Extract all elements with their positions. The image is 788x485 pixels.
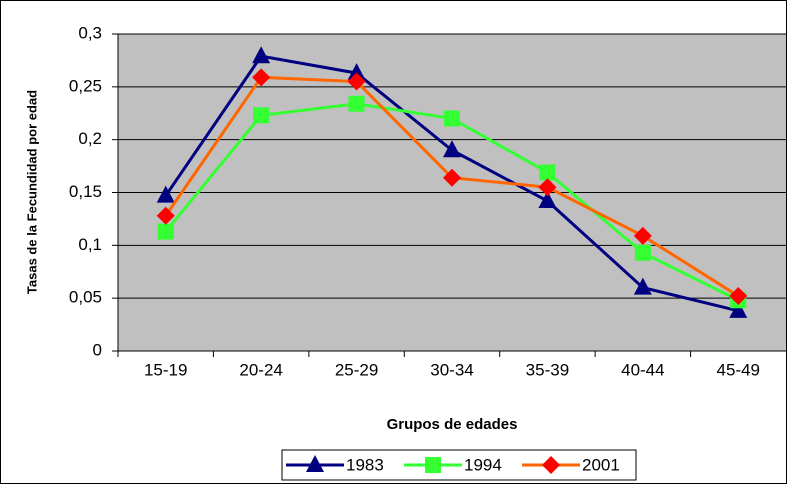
y-tick-label: 0,1: [78, 235, 102, 254]
marker: [542, 456, 560, 474]
x-tick-label: 30-34: [430, 360, 473, 379]
marker: [252, 46, 271, 64]
y-tick-label: 0,15: [69, 182, 102, 201]
y-tick-label: 0,25: [69, 76, 102, 95]
marker: [443, 168, 461, 187]
marker: [444, 110, 460, 127]
x-axis-title: Grupos de edades: [387, 416, 518, 433]
marker: [157, 223, 174, 240]
marker: [634, 244, 651, 261]
marker: [252, 68, 271, 87]
legend-label: 1983: [346, 455, 384, 474]
marker: [633, 277, 652, 295]
y-tick-label: 0,3: [78, 23, 102, 42]
marker: [729, 287, 748, 306]
x-tick-label: 40-44: [621, 360, 664, 379]
y-tick-label: 0: [93, 340, 102, 359]
y-tick-label: 0,2: [78, 129, 102, 148]
x-tick-label: 15-19: [144, 360, 187, 379]
y-tick-label: 0,05: [69, 288, 102, 307]
marker: [253, 107, 270, 124]
marker: [306, 455, 324, 472]
marker: [156, 206, 175, 225]
marker: [347, 72, 366, 91]
x-tick-label: 25-29: [335, 360, 378, 379]
y-axis-title: Tasas de la Fecundidad por edad: [24, 90, 39, 294]
marker: [729, 300, 748, 318]
x-tick-label: 20-24: [239, 360, 282, 379]
x-tick-label: 35-39: [526, 360, 569, 379]
marker: [347, 63, 366, 81]
marker: [538, 190, 557, 208]
marker: [539, 164, 556, 181]
marker: [538, 178, 557, 197]
legend-label: 2001: [582, 455, 620, 474]
legend-label: 1994: [464, 455, 502, 474]
marker: [348, 95, 365, 112]
marker: [633, 226, 652, 245]
marker: [156, 185, 175, 203]
marker: [425, 457, 441, 473]
marker: [443, 140, 461, 158]
x-tick-label: 45-49: [717, 360, 760, 379]
